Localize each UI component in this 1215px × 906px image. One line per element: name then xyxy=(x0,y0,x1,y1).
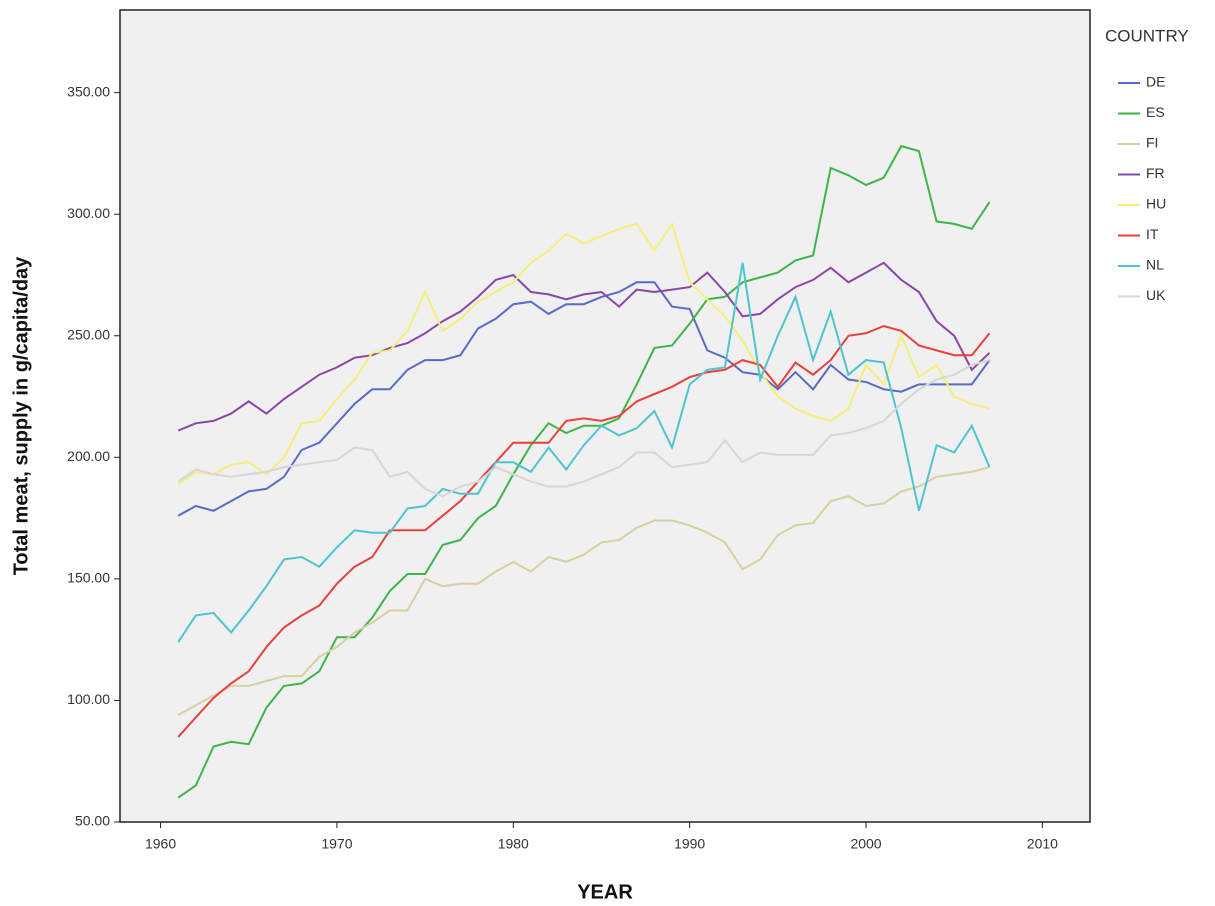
series-line xyxy=(177,281,991,517)
legend-label: ES xyxy=(1146,104,1165,120)
plot-area xyxy=(119,9,1091,823)
x-tick-label: 1970 xyxy=(321,836,352,852)
legend-label: IT xyxy=(1146,226,1159,242)
series-line xyxy=(177,144,991,799)
legend-title: COUNTRY xyxy=(1105,26,1189,45)
legend-label: DE xyxy=(1146,74,1165,90)
x-tick-label: 1960 xyxy=(145,836,176,852)
x-tick-label: 1980 xyxy=(498,836,529,852)
x-axis-label: YEAR xyxy=(577,881,633,903)
y-axis-label: Total meat, supply in g/capita/day xyxy=(10,256,32,575)
legend-label: NL xyxy=(1146,257,1164,273)
series-line xyxy=(177,324,991,738)
legend-label: FR xyxy=(1146,165,1165,181)
series-line xyxy=(177,261,991,432)
series-line xyxy=(177,262,991,643)
y-tick-label: 350.00 xyxy=(67,83,110,99)
legend-label: HU xyxy=(1146,196,1166,212)
y-tick-label: 250.00 xyxy=(67,326,110,342)
x-tick-label: 2000 xyxy=(850,836,881,852)
y-tick-label: 150.00 xyxy=(67,570,110,586)
x-tick-label: 1990 xyxy=(674,836,705,852)
series-line xyxy=(177,359,990,498)
legend-label: UK xyxy=(1146,287,1166,303)
y-tick-label: 300.00 xyxy=(67,205,110,221)
y-tick-label: 200.00 xyxy=(67,448,110,464)
y-tick-label: 50.00 xyxy=(75,813,110,829)
x-tick-label: 2010 xyxy=(1027,836,1058,852)
series-line xyxy=(177,466,990,716)
series-line xyxy=(177,221,990,485)
y-tick-label: 100.00 xyxy=(67,691,110,707)
legend-label: FI xyxy=(1146,135,1158,151)
